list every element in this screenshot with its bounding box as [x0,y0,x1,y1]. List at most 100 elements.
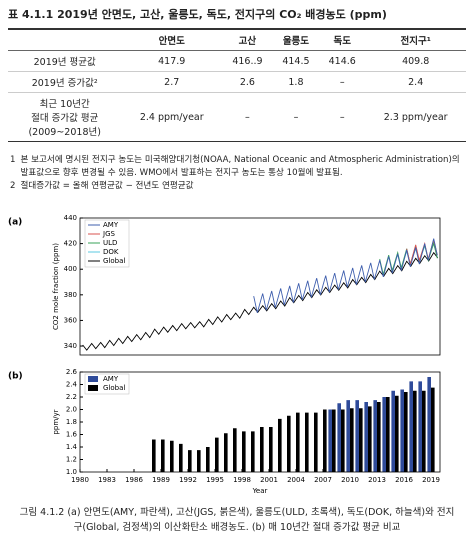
panel-label: (a) [8,218,22,228]
table-cell: 417.9 [121,50,223,72]
bar [179,443,183,472]
bar [287,415,291,472]
table-cell: 2.6 [222,71,273,93]
bar [215,437,219,472]
bar [368,406,372,472]
table-cell: 416..9 [222,50,273,72]
x-tick-label: 1989 [152,476,170,484]
bar [206,447,210,472]
bar [350,408,354,472]
y-tick-label: 1.0 [66,468,77,476]
bar [355,400,359,472]
header-cell: 고산 [222,28,273,51]
x-tick-label: 2007 [314,476,332,484]
y-tick-label: 420 [64,240,77,248]
y-tick-label: 2.0 [66,406,77,414]
bar [170,440,174,472]
bar [359,408,363,472]
table-row: 2019년 평균값 417.9 416..9 414.5 414.6 409.8 [8,50,466,72]
footnote: 2 절대증가값 = 올해 연평균값 − 전년도 연평균값 [10,180,464,193]
table-row: 최근 10년간 절대 증가값 평균 (2009~2018년) 2.4 ppm/ye… [8,92,466,142]
bar [364,402,368,472]
x-axis-label: Year [252,487,268,495]
y-tick-label: 340 [64,342,77,350]
y-tick-label: 440 [64,214,77,222]
header-cell [8,28,122,51]
bar [404,392,408,472]
bar [233,428,237,472]
bar [341,409,345,472]
table-cell: 1.8 [272,71,320,93]
table-cell: – [319,71,366,93]
bar [305,412,309,472]
plot-frame [79,217,441,356]
legend-label: DOK [103,248,119,256]
table-row: 2019년 증가값² 2.7 2.6 1.8–2.4 [8,71,466,93]
x-tick-label: 2016 [395,476,413,484]
y-axis-label: ppm/yr [52,409,60,434]
x-tick-label: 2004 [287,476,305,484]
bar [391,390,395,472]
bar [373,400,377,472]
row-label: 최근 10년간 절대 증가값 평균 (2009~2018년) [8,92,122,142]
caption: 그림 4.1.2 (a) 안면도(AMY, 파란색), 고산(JGS, 붉은색)… [19,507,455,533]
charts: (a) CO2 mole fraction (ppm) 340 360 380 400 42… [8,214,441,495]
legend-label: ULD [103,239,117,247]
bar [260,427,264,472]
header-cell: 안면도 [121,28,223,51]
bar [188,450,192,472]
table-cell: 414.5 [272,50,320,72]
footnote-mark: 1 [10,155,16,165]
y-tick-label: 400 [64,265,77,273]
legend-swatch [88,376,98,382]
bar [323,409,327,472]
y-tick-label: 1.4 [66,443,78,451]
bar [152,439,156,472]
header-cell: 독도 [319,28,366,51]
table-cell: – [222,92,273,142]
x-tick-label: 1983 [98,476,116,484]
bar [431,387,435,472]
y-tick-label: 360 [64,316,77,324]
bar [427,377,431,472]
table-title: 표 4.1.1 2019년 안면도, 고산, 울릉도, 독도, 전지구의 CO₂… [8,8,387,21]
bar [382,397,386,472]
x-tick-label: 1995 [206,476,224,484]
table-cell: 2.4 [365,71,466,93]
header-row: 안면도 고산 울릉도 독도 전지구¹ [8,28,466,51]
bar [161,439,165,472]
bar [418,381,422,472]
x-tick-label: 2001 [260,476,278,484]
y-tick-label: 2.4 [66,381,78,389]
footnote-mark: 2 [10,181,16,191]
bar [400,389,404,472]
bar [346,400,350,472]
x-tick-label: 2019 [422,476,440,484]
table-cell: 2.3 ppm/year [365,92,466,142]
table-cell: – [272,92,320,142]
row-label: 2019년 평균값 [8,50,122,72]
bar [413,390,417,472]
bar [278,418,282,472]
footnotes: 1 본 보고서에 명시된 전지구 농도는 미국해양대기청(NOAA, Nation… [10,154,464,193]
table-cell: – [319,92,366,142]
header-cell: 울릉도 [272,28,320,51]
y-tick-label: 1.6 [66,431,78,439]
bar [337,403,341,472]
y-tick-label: 2.6 [66,368,78,376]
x-tick-label: 1986 [125,476,143,484]
footnote: 1 본 보고서에 명시된 전지구 농도는 미국해양대기청(NOAA, Nation… [10,154,464,180]
bar [332,409,336,472]
x-tick-label: 2013 [368,476,386,484]
bar [409,381,413,472]
x-tick-label: 2010 [341,476,359,484]
bar [314,412,318,472]
x-tick-label: 1980 [71,476,89,484]
series-line [82,251,439,351]
y-tick-label: 1.2 [66,456,77,464]
x-tick-label: 1992 [179,476,197,484]
bar [269,427,273,472]
y-tick-label: 2.2 [66,393,77,401]
legend-swatch [88,385,98,391]
